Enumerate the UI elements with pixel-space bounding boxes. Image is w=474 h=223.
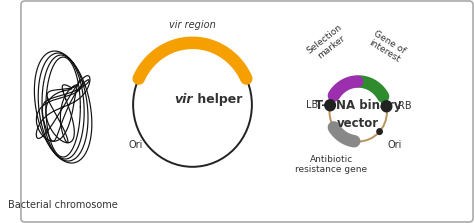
Text: vir: vir [174, 93, 192, 106]
Text: vir region: vir region [169, 20, 216, 30]
Text: Ori: Ori [387, 140, 401, 150]
Circle shape [381, 101, 392, 112]
Text: Gene of
interest: Gene of interest [367, 29, 407, 64]
FancyBboxPatch shape [21, 1, 473, 222]
Text: LB: LB [306, 100, 319, 110]
Text: Ori: Ori [129, 140, 143, 150]
Text: Selection
marker: Selection marker [305, 23, 351, 64]
Circle shape [377, 129, 382, 134]
Text: Antibiotic
resistance gene: Antibiotic resistance gene [295, 155, 367, 174]
Text: T-DNA binary: T-DNA binary [315, 99, 401, 112]
Text: helper: helper [192, 93, 242, 106]
Text: Bacterial chromosome: Bacterial chromosome [8, 200, 118, 210]
Text: RB: RB [398, 101, 411, 111]
Circle shape [325, 100, 336, 111]
Text: vector: vector [337, 117, 379, 130]
